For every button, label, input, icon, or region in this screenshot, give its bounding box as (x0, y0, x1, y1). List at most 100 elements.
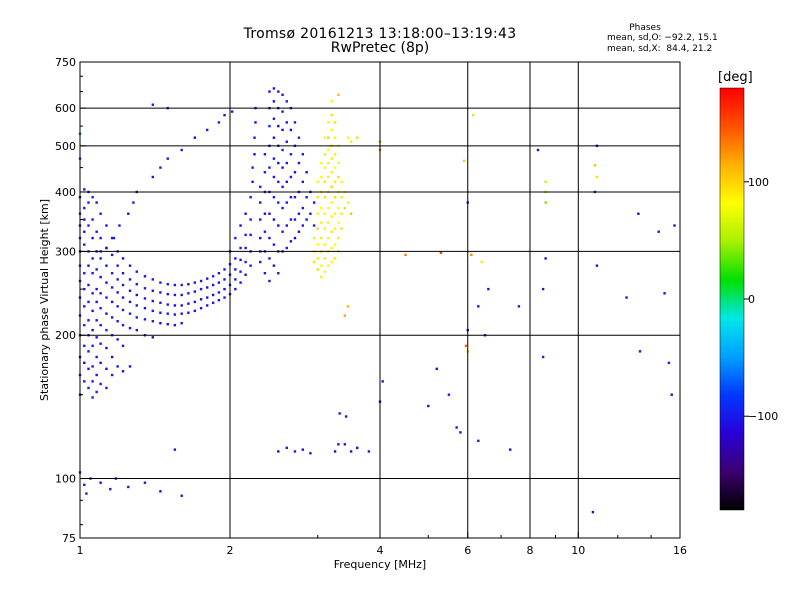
data-point (305, 218, 308, 221)
data-point (91, 272, 94, 275)
data-point (95, 201, 98, 204)
data-point (239, 224, 242, 227)
data-point (151, 320, 155, 323)
data-point (87, 201, 90, 204)
data-point (116, 365, 119, 368)
data-point (187, 292, 190, 295)
data-point (166, 157, 169, 160)
data-point (121, 370, 125, 373)
data-point (263, 230, 267, 233)
y-tick-label: 750 (55, 56, 76, 69)
data-point (128, 300, 132, 304)
data-point (99, 236, 102, 240)
data-point (281, 206, 284, 210)
data-point (349, 450, 353, 453)
data-point (87, 224, 90, 227)
data-point (277, 124, 280, 128)
data-point (285, 201, 288, 204)
data-point (293, 218, 297, 221)
data-point (263, 171, 267, 174)
data-point (253, 136, 256, 139)
data-point (309, 212, 312, 215)
data-point (272, 157, 276, 160)
data-point (99, 382, 102, 386)
data-point (223, 113, 226, 117)
y-tick-label: 400 (55, 186, 76, 199)
data-point (327, 236, 330, 240)
data-point (110, 253, 114, 257)
data-point (180, 494, 183, 497)
data-point (193, 281, 197, 284)
data-point (320, 175, 323, 179)
data-point (591, 510, 595, 514)
data-point (173, 313, 177, 316)
data-point (268, 166, 271, 169)
data-point (462, 159, 466, 163)
data-point (281, 166, 284, 169)
data-point (320, 206, 323, 210)
data-point (637, 212, 640, 215)
data-point (316, 180, 319, 184)
data-point (330, 215, 333, 218)
data-point (327, 148, 330, 152)
data-point (259, 185, 262, 189)
data-point (95, 336, 98, 339)
data-point (289, 153, 293, 156)
data-point (83, 287, 86, 291)
data-point (323, 227, 327, 230)
data-point (305, 195, 308, 199)
data-point (316, 195, 319, 199)
data-point (173, 323, 177, 327)
data-point (268, 90, 271, 93)
data-point (268, 257, 271, 260)
data-point (289, 175, 293, 179)
data-point (320, 264, 323, 267)
data-point (312, 236, 316, 240)
data-point (320, 221, 323, 224)
data-point (99, 306, 102, 310)
data-point (116, 291, 119, 294)
data-point (99, 323, 102, 327)
y-tick-label: 100 (55, 473, 76, 486)
data-point (109, 487, 112, 491)
data-point (110, 272, 114, 275)
data-point (91, 380, 94, 383)
data-point (199, 287, 203, 291)
y-tick-label: 75 (62, 532, 76, 545)
data-point (110, 373, 114, 377)
data-point (355, 136, 359, 139)
data-point (259, 260, 262, 264)
data-point (327, 221, 330, 224)
data-point (333, 136, 337, 139)
data-point (159, 490, 162, 493)
x-axis: 1 2 4 6 8 10 16 (77, 532, 687, 557)
data-point (193, 300, 197, 304)
data-point (285, 246, 288, 250)
data-point (151, 299, 155, 303)
data-point (249, 233, 252, 237)
data-point (127, 485, 130, 489)
data-point (595, 175, 599, 179)
data-point (244, 273, 247, 276)
data-point (272, 264, 276, 267)
data-point (83, 206, 86, 210)
data-point (173, 293, 177, 297)
data-point (338, 412, 341, 415)
data-point (121, 257, 125, 260)
data-point (95, 268, 98, 271)
data-point (254, 121, 257, 124)
data-point (180, 148, 183, 152)
data-point (281, 230, 284, 233)
data-point (309, 452, 312, 455)
data-point (330, 230, 333, 233)
data-point (312, 224, 316, 227)
data-point (110, 355, 114, 359)
data-point (95, 390, 98, 394)
data-point (159, 166, 162, 169)
data-point (477, 439, 480, 443)
data-point (244, 246, 247, 250)
data-point (301, 180, 305, 184)
data-point (83, 243, 86, 246)
data-point (105, 224, 108, 227)
grid-lines (80, 62, 680, 538)
